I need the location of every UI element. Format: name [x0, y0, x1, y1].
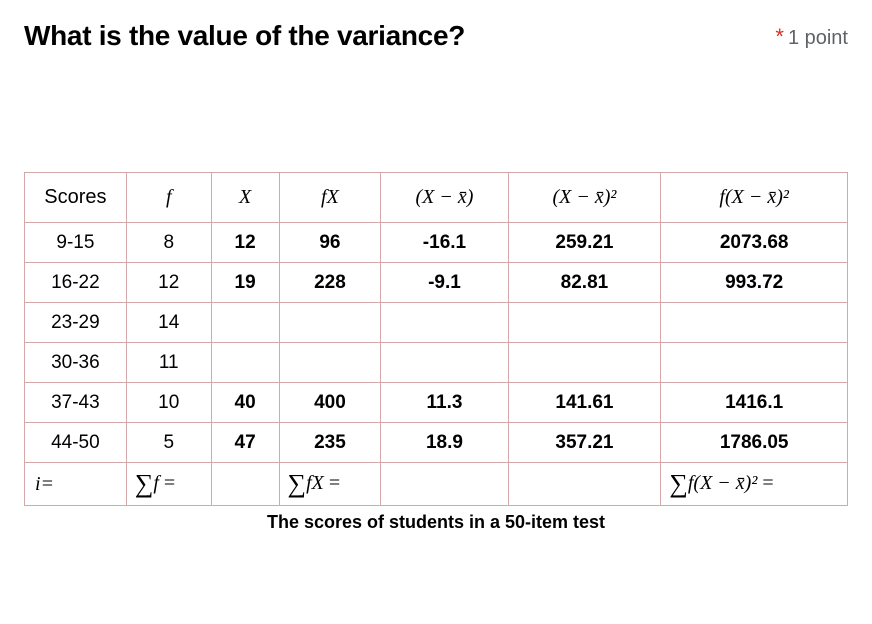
cell-x: 12: [211, 223, 279, 263]
cell-x: 47: [211, 423, 279, 463]
table-row: 37-43 10 40 400 11.3 141.61 1416.1: [25, 383, 848, 423]
cell-x: 40: [211, 383, 279, 423]
cell-fx: 400: [279, 383, 381, 423]
cell-fdev2: 2073.68: [661, 223, 848, 263]
question-header: What is the value of the variance? *1 po…: [24, 20, 848, 52]
cell-dev2: [508, 303, 661, 343]
cell-fdev2: 1786.05: [661, 423, 848, 463]
cell-fdev2: 993.72: [661, 263, 848, 303]
cell-dev2: 357.21: [508, 423, 661, 463]
header-x: X: [211, 173, 279, 223]
footer-sum-f: ∑f =: [126, 463, 211, 506]
cell-fdev2: [661, 343, 848, 383]
cell-x: [211, 343, 279, 383]
footer-blank-dev: [381, 463, 508, 506]
table-row: 16-22 12 19 228 -9.1 82.81 993.72: [25, 263, 848, 303]
cell-dev: 11.3: [381, 383, 508, 423]
points-label: 1 point: [788, 27, 848, 49]
header-scores: Scores: [25, 173, 127, 223]
table-row: 9-15 8 12 96 -16.1 259.21 2073.68: [25, 223, 848, 263]
cell-dev: [381, 343, 508, 383]
cell-f: 8: [126, 223, 211, 263]
header-dev2: (X − x̄)²: [508, 173, 661, 223]
cell-f: 14: [126, 303, 211, 343]
cell-fx: 235: [279, 423, 381, 463]
cell-dev2: [508, 343, 661, 383]
cell-scores: 44-50: [25, 423, 127, 463]
table-row: 23-29 14: [25, 303, 848, 343]
cell-scores: 37-43: [25, 383, 127, 423]
table-row: 30-36 11: [25, 343, 848, 383]
cell-scores: 16-22: [25, 263, 127, 303]
footer-blank-dev2: [508, 463, 661, 506]
cell-dev2: 82.81: [508, 263, 661, 303]
footer-i: i=: [25, 463, 127, 506]
cell-fx: 96: [279, 223, 381, 263]
cell-f: 11: [126, 343, 211, 383]
cell-fdev2: [661, 303, 848, 343]
header-fx: fX: [279, 173, 381, 223]
cell-dev2: 141.61: [508, 383, 661, 423]
cell-f: 10: [126, 383, 211, 423]
variance-table: Scores f X fX (X − x̄) (X − x̄)² f(X − x…: [24, 172, 848, 506]
table-body: 9-15 8 12 96 -16.1 259.21 2073.68 16-22 …: [25, 223, 848, 506]
cell-dev: 18.9: [381, 423, 508, 463]
required-asterisk: *: [775, 24, 784, 49]
footer-sum-fx: ∑fX =: [279, 463, 381, 506]
cell-dev: [381, 303, 508, 343]
cell-fx: [279, 303, 381, 343]
cell-x: 19: [211, 263, 279, 303]
cell-dev: -9.1: [381, 263, 508, 303]
cell-dev: -16.1: [381, 223, 508, 263]
table-footer-row: i= ∑f = ∑fX = ∑f(X − x̄)² =: [25, 463, 848, 506]
cell-f: 12: [126, 263, 211, 303]
cell-x: [211, 303, 279, 343]
question-text: What is the value of the variance?: [24, 20, 465, 52]
cell-fx: 228: [279, 263, 381, 303]
cell-f: 5: [126, 423, 211, 463]
cell-scores: 9-15: [25, 223, 127, 263]
table-header-row: Scores f X fX (X − x̄) (X − x̄)² f(X − x…: [25, 173, 848, 223]
header-f: f: [126, 173, 211, 223]
cell-fdev2: 1416.1: [661, 383, 848, 423]
points-indicator: *1 point: [775, 24, 848, 50]
header-fdev2: f(X − x̄)²: [661, 173, 848, 223]
footer-sum-fdev2: ∑f(X − x̄)² =: [661, 463, 848, 506]
cell-scores: 30-36: [25, 343, 127, 383]
cell-scores: 23-29: [25, 303, 127, 343]
table-caption: The scores of students in a 50-item test: [24, 512, 848, 533]
cell-dev2: 259.21: [508, 223, 661, 263]
footer-blank-x: [211, 463, 279, 506]
table-row: 44-50 5 47 235 18.9 357.21 1786.05: [25, 423, 848, 463]
header-dev: (X − x̄): [381, 173, 508, 223]
cell-fx: [279, 343, 381, 383]
